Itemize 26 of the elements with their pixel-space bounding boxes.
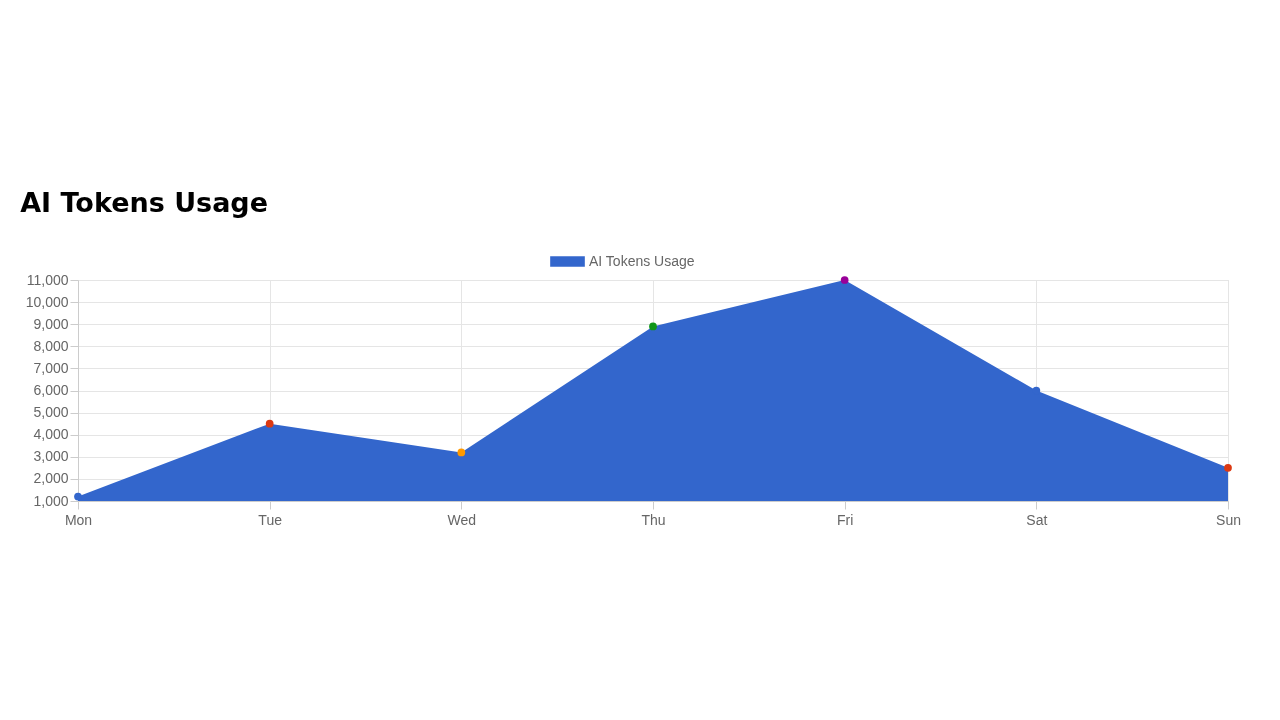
y-tick-label: 8,000 xyxy=(33,337,69,354)
point xyxy=(265,419,274,428)
chart-title: AI Tokens Usage xyxy=(20,187,268,218)
point xyxy=(840,276,849,284)
point xyxy=(1224,463,1232,472)
y-tick-label: 2,000 xyxy=(33,470,69,487)
y-tick-label: 10,000 xyxy=(25,293,69,310)
y-tick-label: 4,000 xyxy=(33,426,69,443)
point xyxy=(457,448,466,457)
y-tick-label: 1,000 xyxy=(33,492,69,509)
y-tick-label: 7,000 xyxy=(33,359,69,376)
x-tick-label: Mon xyxy=(64,511,93,528)
x-tick-label: Thu xyxy=(641,511,666,528)
x-tick-label: Sun xyxy=(1216,511,1241,528)
x-tick-label: Tue xyxy=(258,511,283,528)
y-tick-label: 11,000 xyxy=(26,271,69,288)
y-tick-label: 3,000 xyxy=(33,448,69,465)
y-tick-label: 5,000 xyxy=(33,404,69,421)
legend-label: AI Tokens Usage xyxy=(589,252,695,269)
x-tick-label: Fri xyxy=(837,511,854,528)
x-tick-label: Sat xyxy=(1026,511,1048,528)
point xyxy=(649,322,657,331)
point xyxy=(74,492,82,501)
y-tick-label: 6,000 xyxy=(33,382,69,398)
x-tick-label: Wed xyxy=(447,511,477,528)
y-tick-label: 9,000 xyxy=(33,315,69,332)
